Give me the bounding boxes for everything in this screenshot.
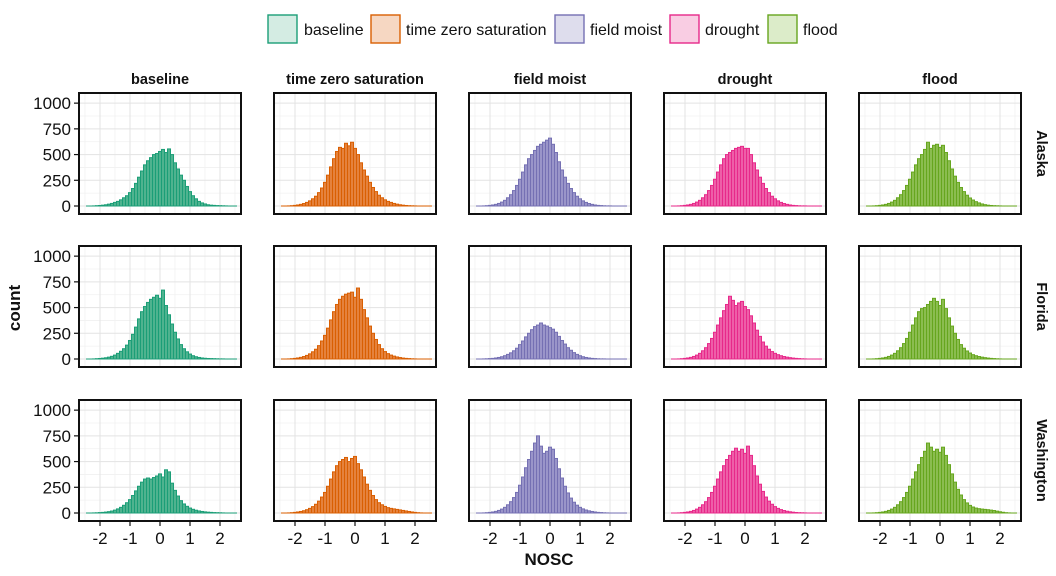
legend-label-drought: drought xyxy=(705,22,760,39)
x-tick-label: 2 xyxy=(800,529,809,548)
facet-column-label: flood xyxy=(922,72,957,88)
x-tick-label: -2 xyxy=(677,529,692,548)
panel-border xyxy=(78,245,242,368)
y-tick-label: 0 xyxy=(62,350,71,369)
y-tick-label: 0 xyxy=(62,197,71,216)
legend-label-flood: flood xyxy=(803,22,838,39)
x-tick-label: -2 xyxy=(872,529,887,548)
y-axis-title: count xyxy=(5,285,24,332)
y-tick-label: 500 xyxy=(43,453,71,472)
y-tick-label: 250 xyxy=(43,324,71,343)
panel-border xyxy=(273,245,437,368)
facet-column-label: baseline xyxy=(131,72,189,88)
y-tick-label: 500 xyxy=(43,146,71,165)
x-tick-label: 1 xyxy=(965,529,974,548)
panel-border xyxy=(858,92,1022,215)
x-tick-label: 0 xyxy=(350,529,359,548)
x-tick-label: 0 xyxy=(155,529,164,548)
panel-border xyxy=(663,92,827,215)
panel-border xyxy=(663,245,827,368)
legend-label-fm: field moist xyxy=(590,22,663,39)
y-tick-label: 750 xyxy=(43,120,71,139)
facet-row-label: Alaska xyxy=(1033,130,1049,178)
y-tick-label: 750 xyxy=(43,427,71,446)
x-tick-label: -1 xyxy=(512,529,527,548)
y-tick-label: 1000 xyxy=(33,247,71,266)
x-tick-label: 0 xyxy=(740,529,749,548)
x-tick-label: 1 xyxy=(380,529,389,548)
panel-border xyxy=(858,245,1022,368)
legend-key-drought xyxy=(669,14,700,44)
facet-column-label: drought xyxy=(718,72,773,88)
x-tick-label: -2 xyxy=(287,529,302,548)
x-tick-label: 1 xyxy=(575,529,584,548)
x-tick-label: 0 xyxy=(545,529,554,548)
x-tick-label: -1 xyxy=(902,529,917,548)
legend-key-fm xyxy=(554,14,585,44)
x-tick-label: 2 xyxy=(215,529,224,548)
x-tick-label: 0 xyxy=(935,529,944,548)
x-tick-label: 2 xyxy=(410,529,419,548)
legend-key-tzs xyxy=(370,14,401,44)
x-tick-label: -1 xyxy=(317,529,332,548)
panel-border xyxy=(468,245,632,368)
y-tick-label: 1000 xyxy=(33,94,71,113)
y-tick-label: 1000 xyxy=(33,401,71,420)
y-tick-label: 250 xyxy=(43,478,71,497)
x-tick-label: 2 xyxy=(605,529,614,548)
facet-row-label: Florida xyxy=(1033,282,1049,331)
x-tick-label: 2 xyxy=(995,529,1004,548)
x-tick-label: -1 xyxy=(122,529,137,548)
facet-column-label: time zero saturation xyxy=(286,72,424,88)
x-tick-label: 1 xyxy=(770,529,779,548)
panel-border xyxy=(273,92,437,215)
x-tick-label: -2 xyxy=(482,529,497,548)
y-tick-label: 250 xyxy=(43,171,71,190)
y-tick-label: 0 xyxy=(62,504,71,523)
legend-label-tzs: time zero saturation xyxy=(406,22,547,39)
x-tick-label: 1 xyxy=(185,529,194,548)
y-tick-label: 750 xyxy=(43,273,71,292)
legend-label-baseline: baseline xyxy=(304,22,364,39)
facet-column-label: field moist xyxy=(514,72,587,88)
x-axis-title: NOSC xyxy=(524,550,573,569)
y-tick-label: 500 xyxy=(43,299,71,318)
legend-key-flood xyxy=(767,14,798,44)
panel-border xyxy=(78,92,242,215)
x-tick-label: -2 xyxy=(92,529,107,548)
x-tick-label: -1 xyxy=(707,529,722,548)
facet-row-label: Washington xyxy=(1033,419,1049,501)
panel-border xyxy=(468,92,632,215)
legend-key-baseline xyxy=(267,14,298,44)
